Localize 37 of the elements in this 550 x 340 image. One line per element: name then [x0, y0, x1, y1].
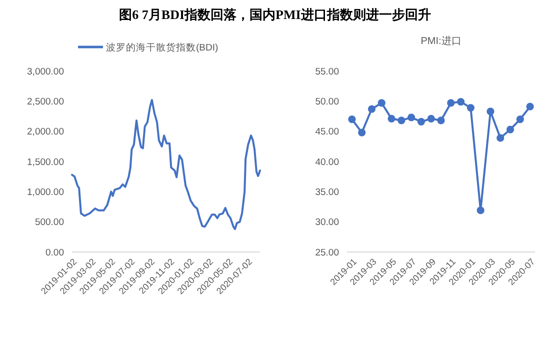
point — [437, 116, 445, 124]
y-tick-label: 500.00 — [34, 217, 64, 228]
point — [466, 104, 474, 112]
y-tick-label: 45.00 — [315, 126, 339, 138]
point — [368, 105, 376, 113]
point — [427, 114, 435, 122]
y-tick-label: 25.00 — [315, 247, 339, 258]
point — [516, 115, 524, 124]
point — [408, 114, 416, 122]
point — [526, 102, 534, 110]
point — [506, 126, 514, 134]
point — [486, 108, 494, 116]
chart-title: PMI:进口 — [420, 35, 462, 47]
point — [358, 128, 366, 136]
point — [398, 116, 406, 124]
line-series — [71, 98, 261, 230]
y-tick-label: 3,000.00 — [27, 66, 64, 78]
point — [348, 115, 356, 124]
legend-label: 波罗的海干散货指数(BDI) — [106, 42, 218, 54]
point — [388, 114, 396, 122]
point — [476, 206, 484, 214]
point — [417, 118, 426, 126]
y-tick-label: 2,000.00 — [27, 126, 64, 138]
point — [378, 99, 386, 107]
y-tick-label: 30.00 — [315, 217, 339, 228]
y-tick-label: 55.00 — [315, 66, 339, 78]
point — [456, 98, 465, 106]
chart-title: 图6 7月BDI指数回落，国内PMI进口指数则进一步回升 — [119, 7, 431, 22]
point — [496, 134, 504, 142]
y-tick-label: 35.00 — [315, 186, 339, 198]
y-tick-label: 1,000.00 — [27, 186, 64, 198]
point — [447, 99, 455, 107]
y-tick-label: 2,500.00 — [27, 96, 64, 108]
y-tick-label: 40.00 — [315, 156, 339, 168]
y-tick-label: 50.00 — [315, 96, 339, 108]
y-tick-label: 0.00 — [46, 247, 64, 258]
y-tick-label: 1,500.00 — [27, 156, 64, 168]
